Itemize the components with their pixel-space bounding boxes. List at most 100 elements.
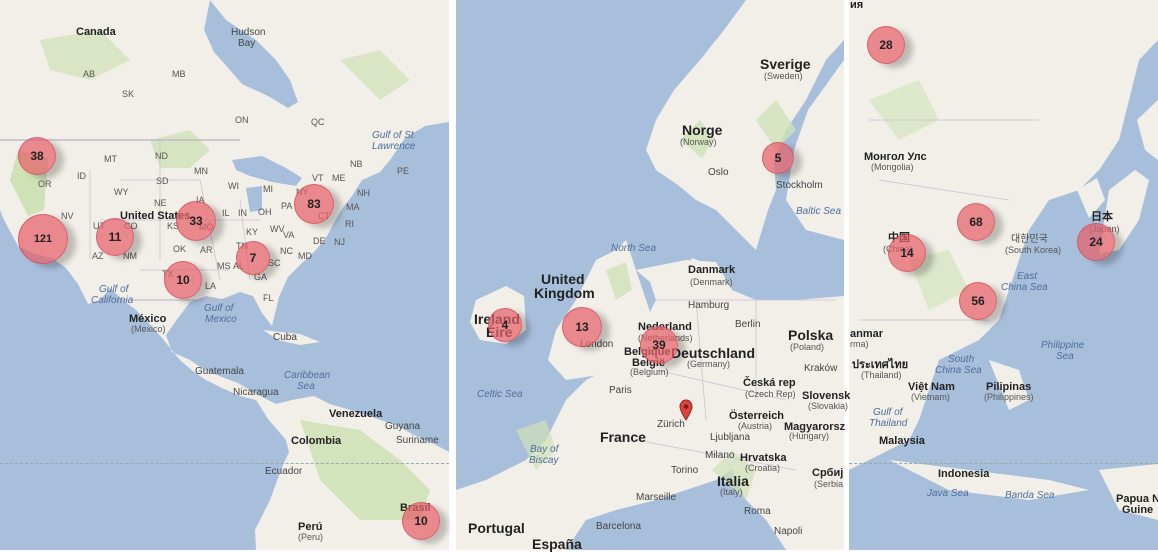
map-label: Sea bbox=[297, 381, 315, 392]
map-label: Bay bbox=[238, 38, 256, 49]
map-label: ия bbox=[850, 0, 864, 11]
map-label: AR bbox=[200, 245, 213, 255]
map-label: North Sea bbox=[611, 243, 657, 254]
map-label: NV bbox=[61, 211, 74, 221]
marker-cluster[interactable]: 121 bbox=[18, 214, 68, 264]
map-label: rma) bbox=[850, 339, 869, 349]
map-label: ประเทศไทย bbox=[852, 359, 909, 371]
map-label: España bbox=[532, 536, 582, 552]
map-label: (Mexico) bbox=[131, 324, 166, 334]
map-label: ME bbox=[332, 173, 346, 183]
marker-cluster[interactable]: 33 bbox=[176, 201, 216, 241]
asia-landmass bbox=[849, 0, 1158, 520]
map-label: United States bbox=[120, 210, 191, 222]
marker-cluster[interactable]: 13 bbox=[562, 307, 602, 347]
map-label: FL bbox=[263, 293, 274, 303]
map-label: Pilipinas bbox=[986, 381, 1032, 393]
americas-landmass bbox=[0, 0, 449, 550]
map-panel-europe[interactable] bbox=[456, 0, 844, 550]
map-label: NM bbox=[123, 251, 137, 261]
map-label: (South Korea) bbox=[1005, 245, 1062, 255]
map-label: Indonesia bbox=[938, 468, 990, 480]
marker-cluster[interactable]: 4 bbox=[488, 308, 522, 342]
location-pin-icon[interactable] bbox=[679, 399, 693, 421]
map-label: (Mongolia) bbox=[871, 162, 914, 172]
map-label: Hudson bbox=[231, 27, 266, 38]
map-label: MA bbox=[346, 202, 360, 212]
map-label: (Denmark) bbox=[690, 277, 733, 287]
map-label: Barcelona bbox=[596, 521, 642, 532]
map-label: Venezuela bbox=[329, 408, 383, 420]
marker-cluster[interactable]: 38 bbox=[18, 137, 56, 175]
map-label: Србиј bbox=[812, 467, 844, 479]
map-label: Ljubljana bbox=[710, 432, 751, 443]
map-label: OH bbox=[258, 207, 272, 217]
map-label: SD bbox=[156, 176, 169, 186]
map-label: London bbox=[580, 339, 614, 350]
map-label: China Sea bbox=[1001, 282, 1048, 293]
map-label: Danmark bbox=[688, 264, 736, 276]
europe-landmass bbox=[456, 0, 844, 550]
map-label: Roma bbox=[744, 506, 771, 517]
marker-cluster[interactable]: 14 bbox=[888, 234, 926, 272]
map-label: Gulf of St bbox=[372, 130, 414, 141]
map-label: Caribbean bbox=[284, 370, 331, 381]
marker-cluster[interactable]: 10 bbox=[164, 261, 202, 299]
marker-cluster[interactable]: 24 bbox=[1077, 223, 1115, 261]
map-label: Cuba bbox=[273, 332, 297, 343]
map-label: (Croatia) bbox=[745, 463, 781, 473]
marker-cluster[interactable]: 10 bbox=[402, 502, 440, 540]
map-label: DE bbox=[313, 236, 326, 246]
map-label: Hamburg bbox=[688, 300, 730, 311]
map-panel-americas[interactable] bbox=[0, 0, 449, 550]
map-label: Gulf of bbox=[873, 407, 903, 418]
map-label: Canada bbox=[76, 26, 116, 38]
map-label: Oslo bbox=[708, 167, 729, 178]
map-label: WV bbox=[270, 224, 285, 234]
map-label: Lawrence bbox=[372, 141, 416, 152]
map-panel-asia[interactable] bbox=[849, 0, 1158, 550]
map-label: SC bbox=[268, 258, 281, 268]
map-label: México bbox=[129, 313, 167, 325]
map-label: Norge bbox=[682, 122, 723, 138]
map-label: Việt Nam bbox=[908, 381, 955, 393]
map-label: South bbox=[948, 354, 975, 365]
map-label: België bbox=[632, 357, 666, 369]
map-label: MN bbox=[194, 166, 208, 176]
map-label: (Hungary) bbox=[789, 431, 830, 441]
marker-cluster[interactable]: 5 bbox=[762, 142, 794, 174]
marker-cluster[interactable]: 68 bbox=[957, 203, 995, 241]
map-label: Gulf of bbox=[99, 284, 129, 295]
map-label: MS bbox=[217, 261, 231, 271]
marker-cluster[interactable]: 83 bbox=[294, 184, 334, 224]
map-label: Hrvatska bbox=[740, 452, 787, 464]
marker-cluster[interactable]: 39 bbox=[640, 326, 678, 364]
map-label: Nicaragua bbox=[233, 387, 279, 398]
map-label: (Norway) bbox=[680, 137, 717, 147]
marker-cluster[interactable]: 56 bbox=[959, 282, 997, 320]
map-label: Guine bbox=[1122, 504, 1154, 516]
map-label: ND bbox=[155, 151, 168, 161]
map-label: (Czech Rep) bbox=[745, 389, 796, 399]
map-label: WY bbox=[114, 187, 129, 197]
map-label: WI bbox=[228, 181, 239, 191]
marker-cluster[interactable]: 28 bbox=[867, 26, 905, 64]
map-label: Polska bbox=[788, 327, 834, 343]
map-label: MB bbox=[172, 69, 186, 79]
map-label: OR bbox=[38, 179, 52, 189]
map-label: GA bbox=[254, 272, 268, 282]
map-label: (Philippines) bbox=[984, 392, 1034, 402]
map-label: Guyana bbox=[385, 421, 421, 432]
map-label: (Poland) bbox=[790, 342, 825, 352]
marker-cluster[interactable]: 11 bbox=[96, 218, 134, 256]
map-label: Magyarorsz bbox=[784, 421, 846, 433]
map-label: Torino bbox=[671, 465, 699, 476]
map-label: France bbox=[600, 429, 646, 445]
map-label: East bbox=[1017, 271, 1038, 282]
map-label: (Austria) bbox=[738, 421, 773, 431]
marker-cluster[interactable]: 7 bbox=[236, 241, 270, 275]
map-label: California bbox=[91, 295, 134, 306]
map-label: Zürich bbox=[657, 419, 685, 430]
map-label: PE bbox=[397, 166, 410, 176]
